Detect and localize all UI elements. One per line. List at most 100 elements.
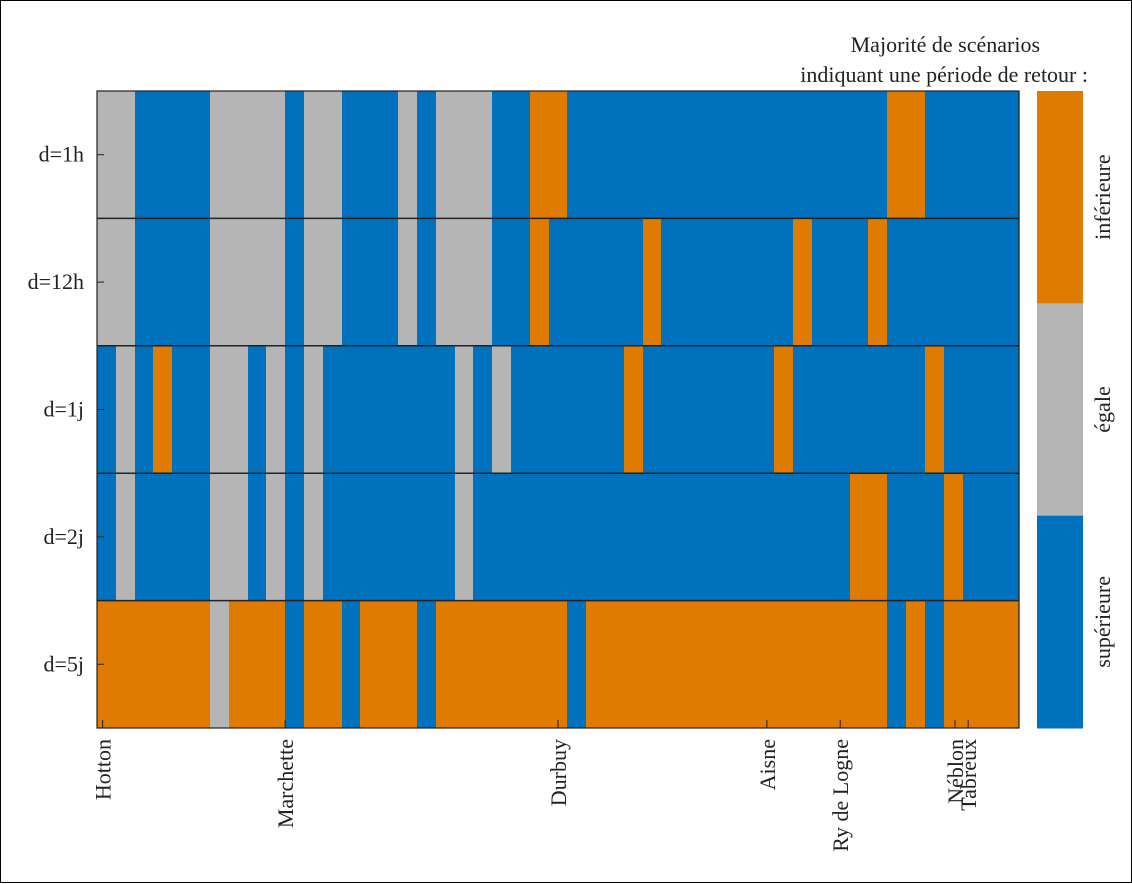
heatmap-cell: [981, 218, 1001, 346]
heatmap-cell: [756, 473, 775, 601]
heatmap-cell: [680, 600, 700, 728]
heatmap-cell: [135, 600, 154, 728]
heatmap-cell: [492, 91, 512, 219]
heatmap-cell: [266, 600, 286, 728]
heatmap-cell: [248, 473, 267, 601]
heatmap-cell: [887, 218, 907, 346]
heatmap-cell: [285, 473, 305, 601]
heatmap-cell: [774, 600, 794, 728]
heatmap-cell: [906, 218, 926, 346]
heatmap-cell: [97, 91, 117, 219]
heatmap-cell: [963, 345, 982, 474]
legend-swatch-inf: [1037, 91, 1083, 304]
heatmap-cell: [699, 218, 719, 346]
heatmap-cell: [549, 600, 568, 728]
heatmap-cell: [492, 600, 512, 728]
heatmap-cell: [398, 218, 418, 346]
heatmap-cell: [511, 91, 531, 219]
heatmap-cell: [812, 218, 832, 346]
heatmap-cell: [737, 600, 757, 728]
heatmap-cell: [342, 345, 361, 474]
heatmap-cell: [850, 218, 869, 346]
heatmap-cell: [643, 91, 662, 219]
heatmap-cell: [661, 91, 681, 219]
heatmap-cell: [718, 345, 738, 474]
heatmap-cell: [718, 91, 738, 219]
heatmap-cell: [248, 218, 267, 346]
heatmap-cell: [906, 473, 926, 601]
heatmap-cell: [511, 600, 531, 728]
heatmap-cell: [906, 600, 926, 728]
heatmap-cell: [605, 473, 625, 601]
heatmap-cell: [455, 473, 474, 601]
heatmap-cell: [793, 91, 813, 219]
heatmap-cell: [812, 600, 832, 728]
heatmap-cell: [153, 91, 173, 219]
heatmap-cell: [963, 218, 982, 346]
heatmap-cell: [153, 218, 173, 346]
heatmap-cell: [887, 473, 907, 601]
heatmap-cell: [1000, 91, 1020, 219]
heatmap-cell: [135, 91, 154, 219]
heatmap-cell: [567, 345, 587, 474]
heatmap-cell: [586, 91, 606, 219]
heatmap-cell: [285, 345, 305, 474]
heatmap-cell: [210, 91, 230, 219]
heatmap-cell: [455, 600, 474, 728]
heatmap-cell: [549, 218, 568, 346]
heatmap-cell: [342, 218, 361, 346]
heatmap-cell: [831, 473, 851, 601]
heatmap-cell: [229, 345, 249, 474]
heatmap-cell: [473, 91, 493, 219]
heatmap-cell: [699, 345, 719, 474]
heatmap-cell: [586, 345, 606, 474]
heatmap-cell: [680, 91, 700, 219]
heatmap-cell: [473, 218, 493, 346]
heatmap-cell: [172, 91, 192, 219]
heatmap-cell: [605, 345, 625, 474]
heatmap-cell: [680, 473, 700, 601]
heatmap-cell: [172, 473, 192, 601]
heatmap-cell: [774, 345, 794, 474]
heatmap-cell: [793, 218, 813, 346]
heatmap-cell: [605, 600, 625, 728]
heatmap-cell: [191, 91, 211, 219]
heatmap-cell: [624, 345, 644, 474]
heatmap-cell: [661, 600, 681, 728]
heatmap-cell: [398, 91, 418, 219]
heatmap-cell: [304, 345, 324, 474]
heatmap-cell: [925, 218, 945, 346]
heatmap-cell: [549, 345, 568, 474]
heatmap-cell: [304, 473, 324, 601]
heatmap-cell: [586, 218, 606, 346]
x-axis-ticks: Hotton Marchette Durbuy Aisne Ry de Logne Néb…: [91, 720, 981, 852]
heatmap-cell: [455, 345, 474, 474]
heatmap-cell: [793, 473, 813, 601]
heatmap-cell: [530, 600, 550, 728]
heatmap-cell: [379, 345, 399, 474]
heatmap-cell: [417, 91, 437, 219]
heatmap-cell: [1000, 218, 1020, 346]
heatmap-cell: [398, 600, 418, 728]
heatmap-cell: [97, 473, 117, 601]
heatmap-cell: [981, 345, 1001, 474]
heatmap-cell: [567, 600, 587, 728]
heatmap-cell: [737, 91, 757, 219]
heatmap-cell: [436, 345, 456, 474]
heatmap-cell: [473, 473, 493, 601]
y-tick-label: d=1j: [43, 397, 84, 422]
heatmap-cell: [643, 345, 662, 474]
heatmap-cell: [191, 600, 211, 728]
heatmap-cell: [963, 600, 982, 728]
heatmap-cell: [135, 218, 154, 346]
heatmap-cell: [586, 600, 606, 728]
heatmap-cell: [304, 218, 324, 346]
heatmap-cell: [266, 473, 286, 601]
heatmap-cell: [172, 345, 192, 474]
heatmap-cell: [210, 473, 230, 601]
heatmap-cell: [737, 473, 757, 601]
heatmap-cell: [172, 600, 192, 728]
heatmap-cell: [624, 218, 644, 346]
heatmap-cell: [699, 473, 719, 601]
heatmap-cell: [774, 91, 794, 219]
